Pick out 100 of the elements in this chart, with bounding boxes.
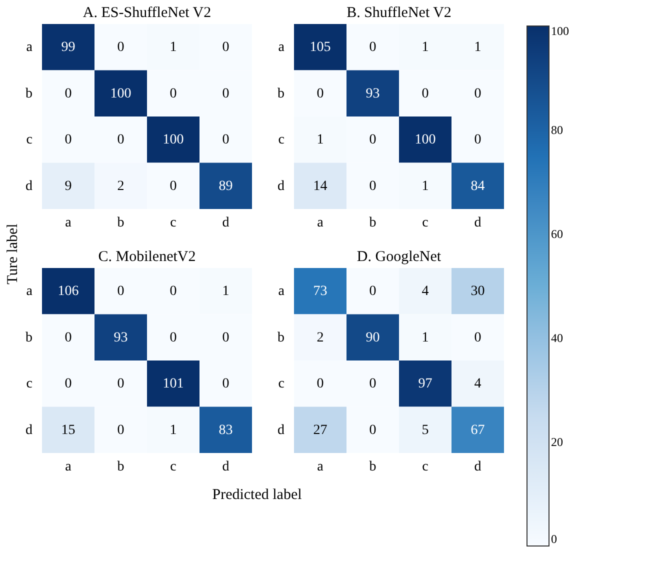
color-bar-label: 0 [551, 532, 557, 546]
y-tick-label: a [278, 40, 286, 56]
data-label: 0 [369, 178, 376, 194]
data-label: 67 [470, 422, 485, 438]
data-label: 2 [117, 178, 124, 194]
y-tick-label: b [26, 330, 32, 346]
y-tick-label: a [26, 284, 34, 300]
chart-title: B. ShuffleNet V2 [346, 5, 452, 21]
x-axis-title: Predicted label [212, 487, 302, 503]
x-tick-label: d [474, 216, 482, 230]
data-label: 0 [369, 376, 376, 392]
data-label: 0 [64, 132, 72, 148]
data-label: 5 [422, 422, 429, 438]
y-tick-label: c [278, 132, 284, 148]
data-label: 0 [474, 86, 482, 102]
y-tick-label: d [278, 422, 284, 438]
chart-title: C. MobilenetV2 [98, 249, 196, 265]
data-label: 0 [369, 422, 376, 438]
color-bar-label: 60 [551, 227, 563, 241]
x-tick-label: b [369, 460, 376, 474]
y-axis-title: Ture label [5, 224, 21, 284]
data-label: 100 [162, 132, 184, 148]
data-label: 0 [117, 40, 124, 56]
data-label: 93 [366, 86, 380, 102]
x-tick-label: b [369, 216, 376, 230]
data-label: 0 [117, 376, 124, 392]
data-label: 2 [316, 330, 324, 346]
data-label: 0 [369, 284, 376, 300]
chart-title: D. GoogleNet [356, 249, 442, 265]
data-label: 1 [170, 40, 177, 56]
data-label: 0 [222, 86, 230, 102]
color-bar-label: 40 [551, 331, 563, 345]
chart-title: A. ES-ShuffleNet V2 [82, 5, 212, 21]
data-label: 9 [64, 178, 72, 194]
data-label: 106 [58, 284, 79, 300]
data-label: 73 [313, 284, 328, 300]
data-label: 84 [470, 178, 485, 194]
y-tick-label: c [278, 376, 284, 392]
data-label: 1 [474, 40, 482, 56]
x-tick-label: d [222, 216, 230, 230]
y-tick-label: c [26, 132, 32, 148]
data-label: 0 [316, 86, 324, 102]
x-tick-label: c [422, 460, 428, 474]
y-tick-label: d [26, 178, 32, 194]
y-tick-label: d [26, 422, 32, 438]
x-tick-label: a [317, 216, 324, 230]
data-label: 1 [422, 40, 429, 56]
data-label: 0 [222, 330, 230, 346]
data-label: 0 [316, 376, 324, 392]
data-label: 0 [222, 132, 230, 148]
y-tick-label: c [26, 376, 32, 392]
data-label: 4 [422, 284, 429, 300]
data-label: 0 [222, 376, 230, 392]
data-label: 105 [310, 40, 331, 56]
data-label: 0 [64, 330, 72, 346]
data-label: 83 [218, 422, 233, 438]
data-label: 27 [313, 422, 328, 438]
data-label: 0 [474, 132, 482, 148]
x-tick-label: b [117, 460, 124, 474]
data-label: 0 [170, 86, 177, 102]
y-tick-label: d [278, 178, 284, 194]
x-tick-label: c [422, 216, 428, 230]
y-tick-label: b [26, 86, 32, 102]
data-label: 1 [222, 284, 230, 300]
color-bar-label: 80 [551, 123, 563, 137]
data-label: 1 [170, 422, 177, 438]
data-label: 0 [64, 376, 72, 392]
x-tick-label: b [117, 216, 124, 230]
x-tick-label: a [317, 460, 324, 474]
x-tick-label: d [474, 460, 482, 474]
y-tick-label: a [26, 40, 34, 56]
data-label: 4 [474, 376, 482, 392]
data-label: 0 [222, 40, 230, 56]
data-label: 1 [422, 330, 429, 346]
x-tick-label: a [65, 460, 72, 474]
data-label: 1 [422, 178, 429, 194]
x-tick-label: d [222, 460, 230, 474]
data-label: 101 [162, 376, 184, 392]
color-bar-label: 20 [551, 435, 563, 449]
data-label: 0 [64, 86, 72, 102]
data-label: 30 [470, 284, 485, 300]
data-label: 0 [170, 284, 177, 300]
y-tick-label: b [278, 330, 284, 346]
x-tick-label: c [170, 216, 176, 230]
data-label: 100 [414, 132, 436, 148]
data-label: 100 [110, 86, 132, 102]
data-label: 0 [474, 330, 482, 346]
data-label: 0 [422, 86, 429, 102]
data-label: 0 [117, 422, 124, 438]
data-label: 89 [218, 178, 233, 194]
data-label: 97 [418, 376, 432, 392]
data-label: 0 [117, 132, 124, 148]
y-tick-label: b [278, 86, 284, 102]
data-label: 0 [170, 178, 177, 194]
x-tick-label: c [170, 460, 176, 474]
y-tick-label: a [278, 284, 286, 300]
x-tick-label: a [65, 216, 72, 230]
data-label: 99 [61, 40, 76, 56]
data-label: 0 [117, 284, 124, 300]
data-label: 15 [61, 422, 76, 438]
